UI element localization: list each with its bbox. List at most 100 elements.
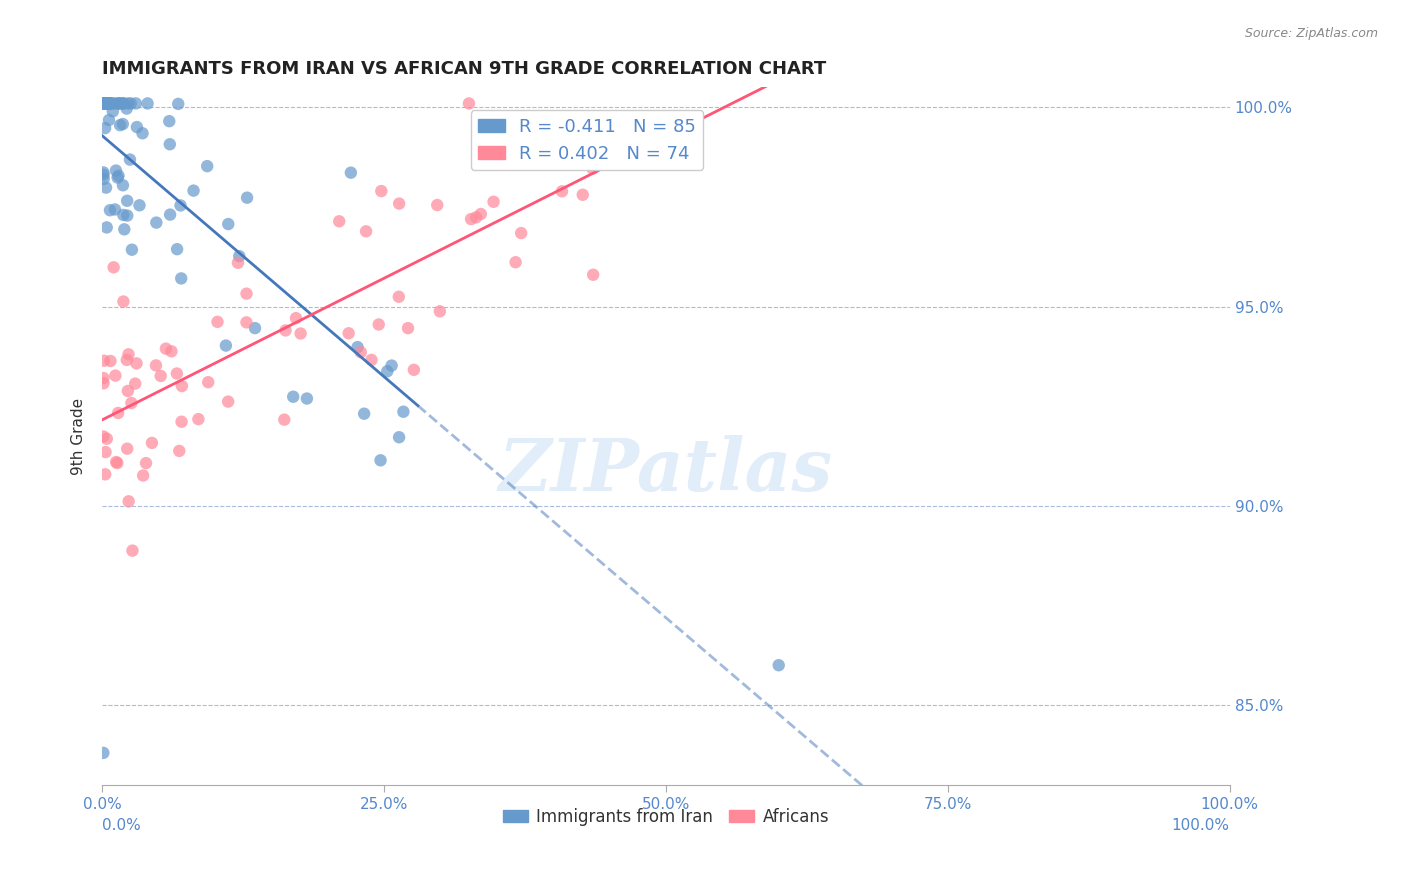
Point bbox=[228, 249, 250, 263]
Point bbox=[111, 117, 134, 131]
Point bbox=[235, 286, 257, 301]
Point bbox=[145, 359, 167, 373]
Point bbox=[93, 96, 115, 111]
Point bbox=[107, 96, 129, 111]
Point bbox=[124, 376, 146, 391]
Point bbox=[94, 180, 117, 194]
Point bbox=[149, 368, 172, 383]
Point bbox=[117, 347, 139, 361]
Point bbox=[117, 384, 139, 398]
Point bbox=[155, 342, 177, 356]
Point bbox=[98, 96, 121, 111]
Point bbox=[115, 102, 138, 116]
Point bbox=[396, 321, 419, 335]
Point bbox=[100, 354, 122, 368]
Point bbox=[93, 96, 115, 111]
Y-axis label: 9th Grade: 9th Grade bbox=[72, 398, 86, 475]
Point bbox=[197, 375, 219, 389]
Point bbox=[136, 96, 159, 111]
Point bbox=[112, 294, 135, 309]
Point bbox=[285, 311, 308, 326]
Point bbox=[346, 340, 368, 354]
Point bbox=[631, 134, 654, 148]
Point bbox=[388, 196, 411, 211]
Point bbox=[283, 390, 305, 404]
Text: IMMIGRANTS FROM IRAN VS AFRICAN 9TH GRADE CORRELATION CHART: IMMIGRANTS FROM IRAN VS AFRICAN 9TH GRAD… bbox=[103, 60, 827, 78]
Point bbox=[117, 96, 139, 111]
Point bbox=[187, 412, 209, 426]
Point bbox=[582, 161, 605, 176]
Point bbox=[235, 315, 257, 329]
Point bbox=[104, 368, 127, 383]
Point bbox=[107, 170, 129, 185]
Point bbox=[295, 392, 318, 406]
Point bbox=[93, 376, 115, 391]
Point bbox=[107, 406, 129, 420]
Point bbox=[125, 356, 148, 370]
Point bbox=[135, 456, 157, 470]
Point bbox=[141, 435, 163, 450]
Point bbox=[505, 255, 527, 269]
Point bbox=[132, 468, 155, 483]
Point bbox=[118, 494, 141, 508]
Point bbox=[91, 96, 114, 111]
Point bbox=[100, 96, 122, 111]
Point bbox=[96, 220, 118, 235]
Point bbox=[551, 184, 574, 198]
Point bbox=[91, 746, 114, 760]
Point bbox=[115, 353, 138, 368]
Point bbox=[470, 207, 492, 221]
Point bbox=[636, 153, 658, 168]
Point bbox=[98, 96, 121, 111]
Point bbox=[531, 136, 554, 150]
Point bbox=[125, 96, 148, 111]
Point bbox=[243, 321, 266, 335]
Point bbox=[94, 467, 117, 482]
Point bbox=[128, 198, 150, 212]
Point bbox=[94, 96, 117, 111]
Point bbox=[101, 96, 124, 111]
Point bbox=[170, 271, 193, 285]
Point bbox=[353, 407, 375, 421]
Point bbox=[111, 178, 134, 193]
Point bbox=[91, 429, 114, 443]
Point bbox=[91, 165, 114, 179]
Point bbox=[360, 352, 382, 367]
Point bbox=[103, 260, 125, 275]
Point bbox=[388, 290, 411, 304]
Point bbox=[115, 209, 138, 223]
Point bbox=[96, 96, 118, 111]
Point bbox=[94, 96, 117, 111]
Text: 0.0%: 0.0% bbox=[103, 818, 141, 833]
Point bbox=[426, 198, 449, 212]
Point bbox=[169, 198, 191, 212]
Point bbox=[94, 121, 117, 136]
Point bbox=[115, 194, 138, 208]
Point bbox=[120, 96, 142, 111]
Point bbox=[482, 194, 505, 209]
Point bbox=[170, 379, 193, 393]
Point bbox=[104, 163, 127, 178]
Point bbox=[111, 96, 134, 111]
Point bbox=[166, 367, 188, 381]
Point bbox=[465, 211, 488, 225]
Point bbox=[159, 208, 181, 222]
Point bbox=[96, 96, 118, 111]
Point bbox=[91, 96, 114, 111]
Point bbox=[522, 155, 544, 169]
Point bbox=[157, 114, 180, 128]
Text: Source: ZipAtlas.com: Source: ZipAtlas.com bbox=[1244, 27, 1378, 40]
Point bbox=[159, 137, 181, 152]
Point bbox=[375, 364, 398, 378]
Point bbox=[93, 168, 115, 182]
Point bbox=[510, 226, 533, 240]
Text: 100.0%: 100.0% bbox=[1171, 818, 1230, 833]
Point bbox=[104, 202, 127, 217]
Point bbox=[101, 104, 124, 119]
Point bbox=[402, 363, 425, 377]
Point bbox=[392, 405, 415, 419]
Point bbox=[571, 187, 593, 202]
Point bbox=[96, 432, 118, 446]
Point bbox=[98, 96, 121, 111]
Point bbox=[170, 415, 193, 429]
